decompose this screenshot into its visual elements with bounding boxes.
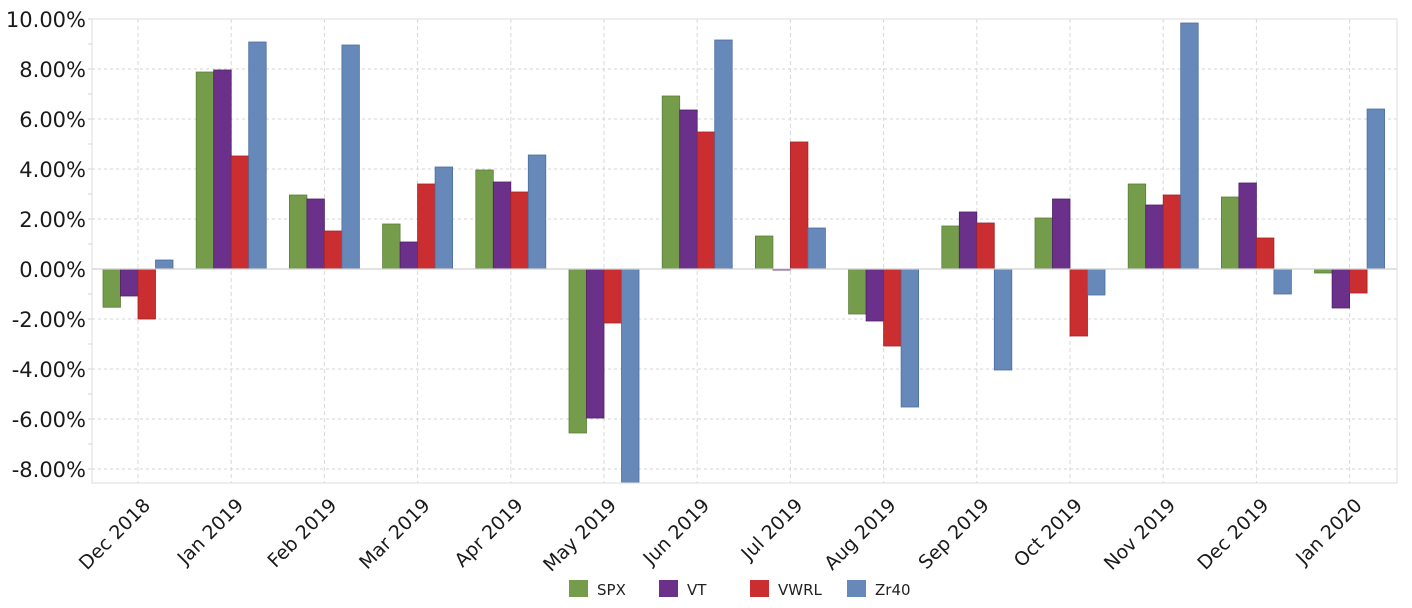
bar-vwrl <box>696 131 716 270</box>
bar-spx <box>1034 217 1053 270</box>
bar-vwrl <box>137 268 156 320</box>
bar-vt <box>213 69 232 270</box>
bar-zr40 <box>1366 108 1385 270</box>
bar-vwrl <box>1069 268 1088 337</box>
x-tick-label: Jan 2019 <box>173 494 248 569</box>
x-tick-label: Jun 2019 <box>638 494 714 570</box>
bar-zr40 <box>1273 268 1292 295</box>
bar-spx <box>1221 196 1240 270</box>
bar-spx <box>941 225 960 270</box>
y-tick-label: 6.00% <box>19 108 86 132</box>
bar-zr40 <box>621 268 640 484</box>
legend: SPX VT VWRL Zr40 <box>569 580 911 599</box>
x-tick-label: Jan 2020 <box>1291 494 1366 569</box>
legend-label: Zr40 <box>875 581 911 599</box>
legend-swatch <box>847 580 866 597</box>
bar-vt <box>306 198 325 270</box>
bar-spx <box>288 194 308 270</box>
y-tick-label: 4.00% <box>19 158 86 182</box>
bar-vt <box>586 268 605 419</box>
y-tick-label: -2.00% <box>12 308 86 332</box>
bar-vt <box>1331 268 1350 309</box>
bar-zr40 <box>993 268 1013 371</box>
x-axis-ticks: Dec 2018 Jan 2019 Feb 2019 Mar 2019 Apr 2019… <box>75 494 1367 576</box>
bar-vwrl <box>1162 194 1182 270</box>
y-tick-label: -4.00% <box>12 358 86 382</box>
x-tick-label: Dec 2019 <box>1193 494 1273 574</box>
bar-spx <box>755 235 774 270</box>
bar-spx <box>475 169 494 270</box>
x-tick-label: Nov 2019 <box>1100 494 1180 574</box>
bar-vt <box>679 109 698 270</box>
bar-vwrl <box>603 268 622 324</box>
bar-zr40 <box>807 227 826 270</box>
legend-label: VWRL <box>778 581 823 599</box>
legend-item-spx: SPX <box>569 580 626 599</box>
grid <box>92 19 1397 483</box>
legend-label: VT <box>687 581 707 599</box>
x-tick-label: Feb 2019 <box>264 494 342 572</box>
bar-vt <box>1145 204 1164 270</box>
bar-vwrl <box>323 230 343 270</box>
bar-vwrl <box>510 191 529 270</box>
legend-swatch <box>569 580 588 597</box>
y-tick-label: 2.00% <box>19 208 86 232</box>
bar-zr40 <box>248 41 267 270</box>
bar-zr40 <box>341 44 360 270</box>
x-tick-label: May 2019 <box>539 494 621 576</box>
x-tick-label: Apr 2019 <box>450 494 527 571</box>
bar-spx <box>568 268 587 434</box>
y-tick-label: 10.00% <box>6 8 86 32</box>
bar-spx <box>382 223 401 270</box>
bar-spx <box>848 268 867 315</box>
x-tick-label: Aug 2019 <box>820 494 900 574</box>
y-axis-ticks: -8.00% -6.00% -4.00% -2.00% 0.00% 2.00% 4.00% 6… <box>6 8 86 482</box>
bar-vwrl <box>790 141 809 270</box>
bar-vwrl <box>230 155 250 270</box>
axes <box>88 18 1398 484</box>
x-tick-label: Sep 2019 <box>914 494 993 573</box>
bar-zr40 <box>1180 22 1199 270</box>
x-tick-label: Dec 2018 <box>75 494 155 574</box>
bar-vt <box>865 268 884 322</box>
x-tick-label: Jul 2019 <box>736 494 807 565</box>
bar-zr40 <box>155 259 174 270</box>
bar-spx <box>1127 183 1147 270</box>
plot-frame <box>91 18 1398 484</box>
bar-vwrl <box>417 183 436 270</box>
legend-item-vt: VT <box>659 580 707 599</box>
bars <box>102 22 1385 484</box>
bar-zr40 <box>900 268 919 408</box>
bar-zr40 <box>1087 268 1106 296</box>
bar-vt <box>399 241 419 270</box>
bar-vwrl <box>883 268 902 347</box>
bar-vt <box>120 268 139 297</box>
legend-item-zr40: Zr40 <box>847 580 911 599</box>
y-tick-label: 0.00% <box>19 258 86 282</box>
bar-vt <box>1052 198 1071 270</box>
y-tick-label: -8.00% <box>12 458 86 482</box>
x-tick-label: Oct 2019 <box>1010 494 1087 571</box>
bar-spx <box>102 268 121 308</box>
legend-swatch <box>750 580 769 597</box>
bar-zr40 <box>527 154 547 270</box>
legend-swatch <box>659 580 678 597</box>
legend-item-vwrl: VWRL <box>750 580 823 599</box>
bar-vwrl <box>976 222 995 270</box>
bar-vt <box>958 211 978 270</box>
y-tick-label: -6.00% <box>12 408 86 432</box>
bar-zr40 <box>434 166 454 270</box>
bar-vwrl <box>1256 237 1275 270</box>
bar-vwrl <box>1349 268 1368 294</box>
bar-vt <box>1238 182 1257 270</box>
legend-label: SPX <box>597 581 626 599</box>
bar-vt <box>492 181 512 270</box>
x-tick-label: Mar 2019 <box>355 494 434 573</box>
bar-spx <box>661 95 681 270</box>
bar-zr40 <box>714 39 733 270</box>
y-tick-label: 8.00% <box>19 58 86 82</box>
bar-spx <box>195 71 215 270</box>
